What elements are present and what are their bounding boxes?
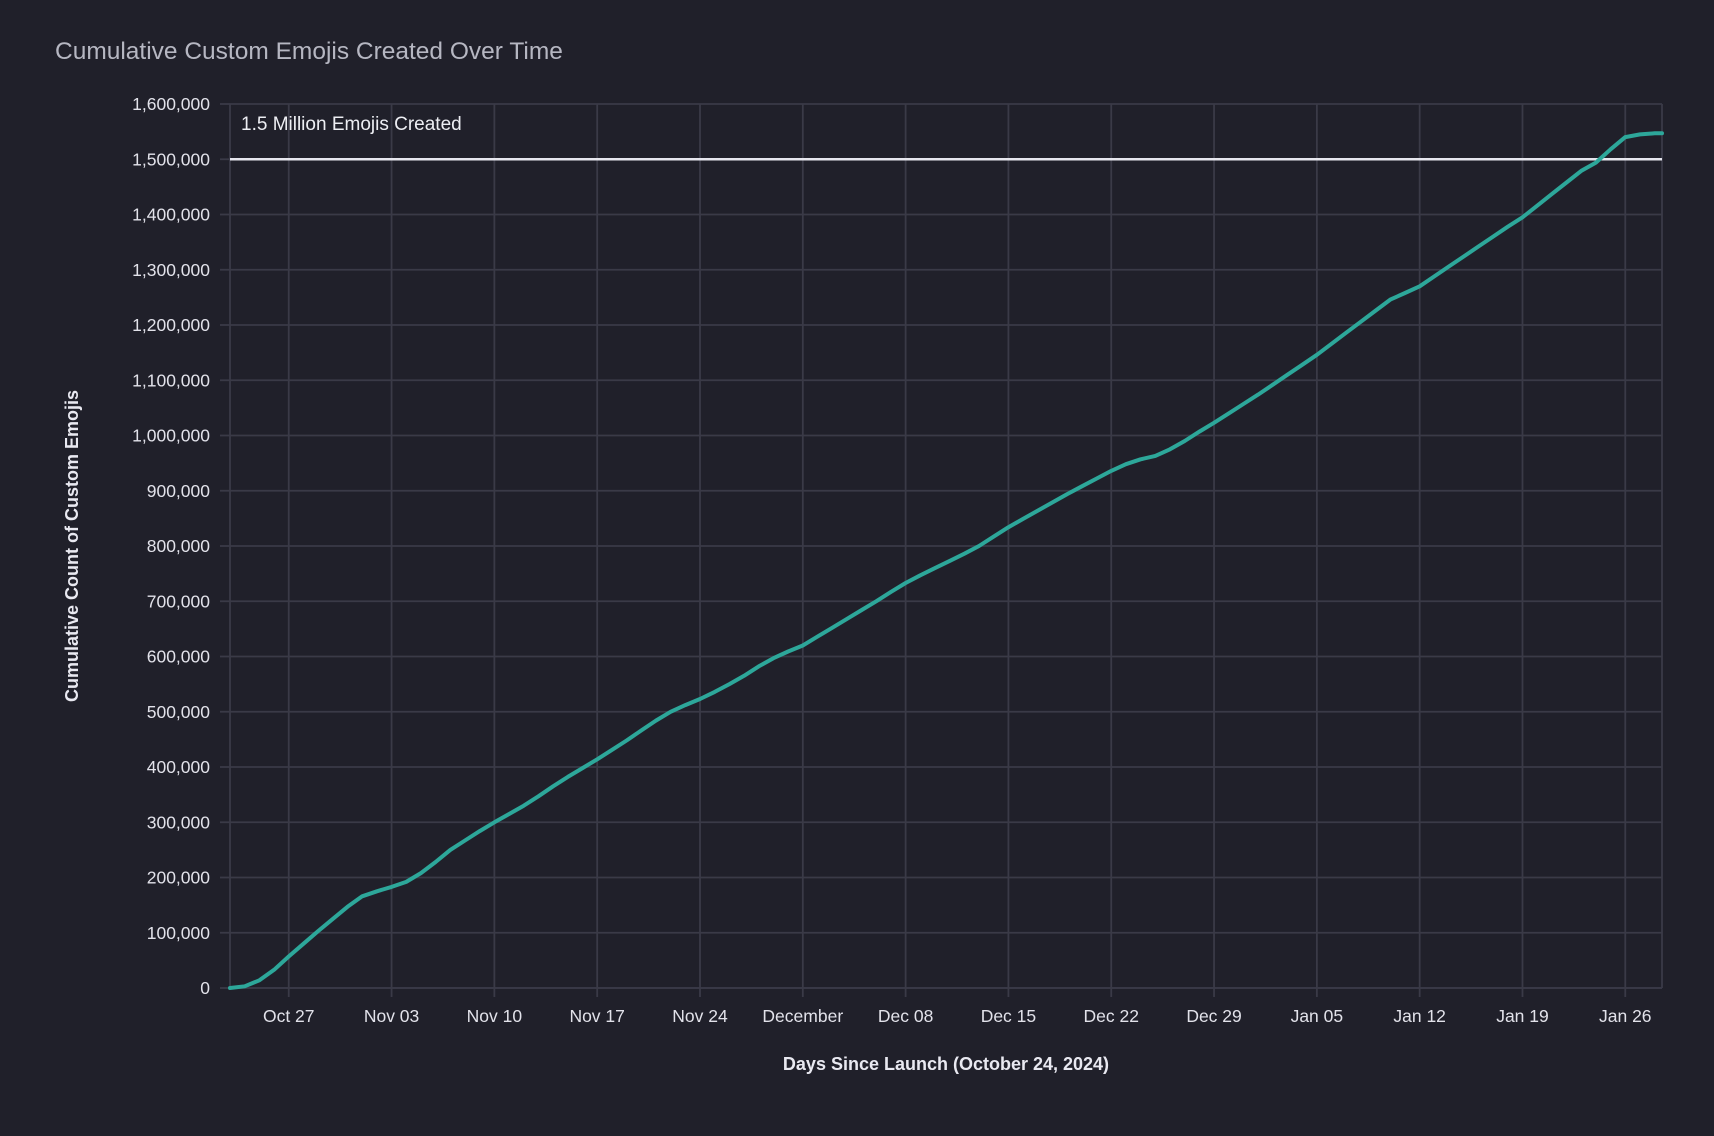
y-tick-label: 500,000 xyxy=(147,702,211,722)
x-tick-label: Dec 29 xyxy=(1186,1006,1241,1026)
x-tick-label: Nov 10 xyxy=(467,1006,523,1026)
y-tick-label: 100,000 xyxy=(147,923,211,943)
cumulative-emojis-line xyxy=(228,131,1664,990)
data-layer xyxy=(228,131,1664,990)
tick-label-layer: 0 100,000 200,000 300,000 400,000 500,000 600,… xyxy=(132,94,1651,1026)
y-tick-label: 1,000,000 xyxy=(132,426,210,446)
y-tick-label: 300,000 xyxy=(147,812,211,832)
y-tick-label: 1,300,000 xyxy=(132,260,210,280)
y-tick-label: 200,000 xyxy=(147,868,211,888)
y-tick-label: 1,500,000 xyxy=(132,149,210,169)
y-tick-label: 400,000 xyxy=(147,757,211,777)
y-tick-label: 600,000 xyxy=(147,647,211,667)
y-tick-label: 700,000 xyxy=(147,591,211,611)
x-tick-label: Nov 17 xyxy=(569,1006,624,1026)
y-tick-label: 1,600,000 xyxy=(132,94,210,114)
x-tick-label: Jan 19 xyxy=(1496,1006,1549,1026)
text-layer: Cumulative Custom Emojis Created Over Ti… xyxy=(55,38,1109,1074)
reference-line-label: 1.5 Million Emojis Created xyxy=(241,114,462,135)
x-tick-label: Dec 22 xyxy=(1084,1006,1139,1026)
x-tick-label: Dec 15 xyxy=(981,1006,1036,1026)
x-tick-label: Oct 27 xyxy=(263,1006,315,1026)
x-tick-label: Jan 12 xyxy=(1393,1006,1446,1026)
x-tick-label: Jan 26 xyxy=(1599,1006,1652,1026)
y-tick-label: 1,200,000 xyxy=(132,315,210,335)
x-tick-label: Dec 08 xyxy=(878,1006,933,1026)
y-tick-label: 1,100,000 xyxy=(132,370,210,390)
y-tick-label: 1,400,000 xyxy=(132,205,210,225)
y-tick-label: 900,000 xyxy=(147,481,211,501)
x-axis-title: Days Since Launch (October 24, 2024) xyxy=(783,1054,1109,1074)
x-tick-label: Jan 05 xyxy=(1291,1006,1344,1026)
x-tick-label: December xyxy=(762,1006,843,1026)
x-tick-label: Nov 03 xyxy=(364,1006,419,1026)
y-axis-title: Cumulative Count of Custom Emojis xyxy=(62,390,82,702)
x-tick-label: Nov 24 xyxy=(672,1006,728,1026)
y-tick-label: 0 xyxy=(200,978,210,998)
chart-title: Cumulative Custom Emojis Created Over Ti… xyxy=(55,38,563,65)
y-tick-label: 800,000 xyxy=(147,536,211,556)
